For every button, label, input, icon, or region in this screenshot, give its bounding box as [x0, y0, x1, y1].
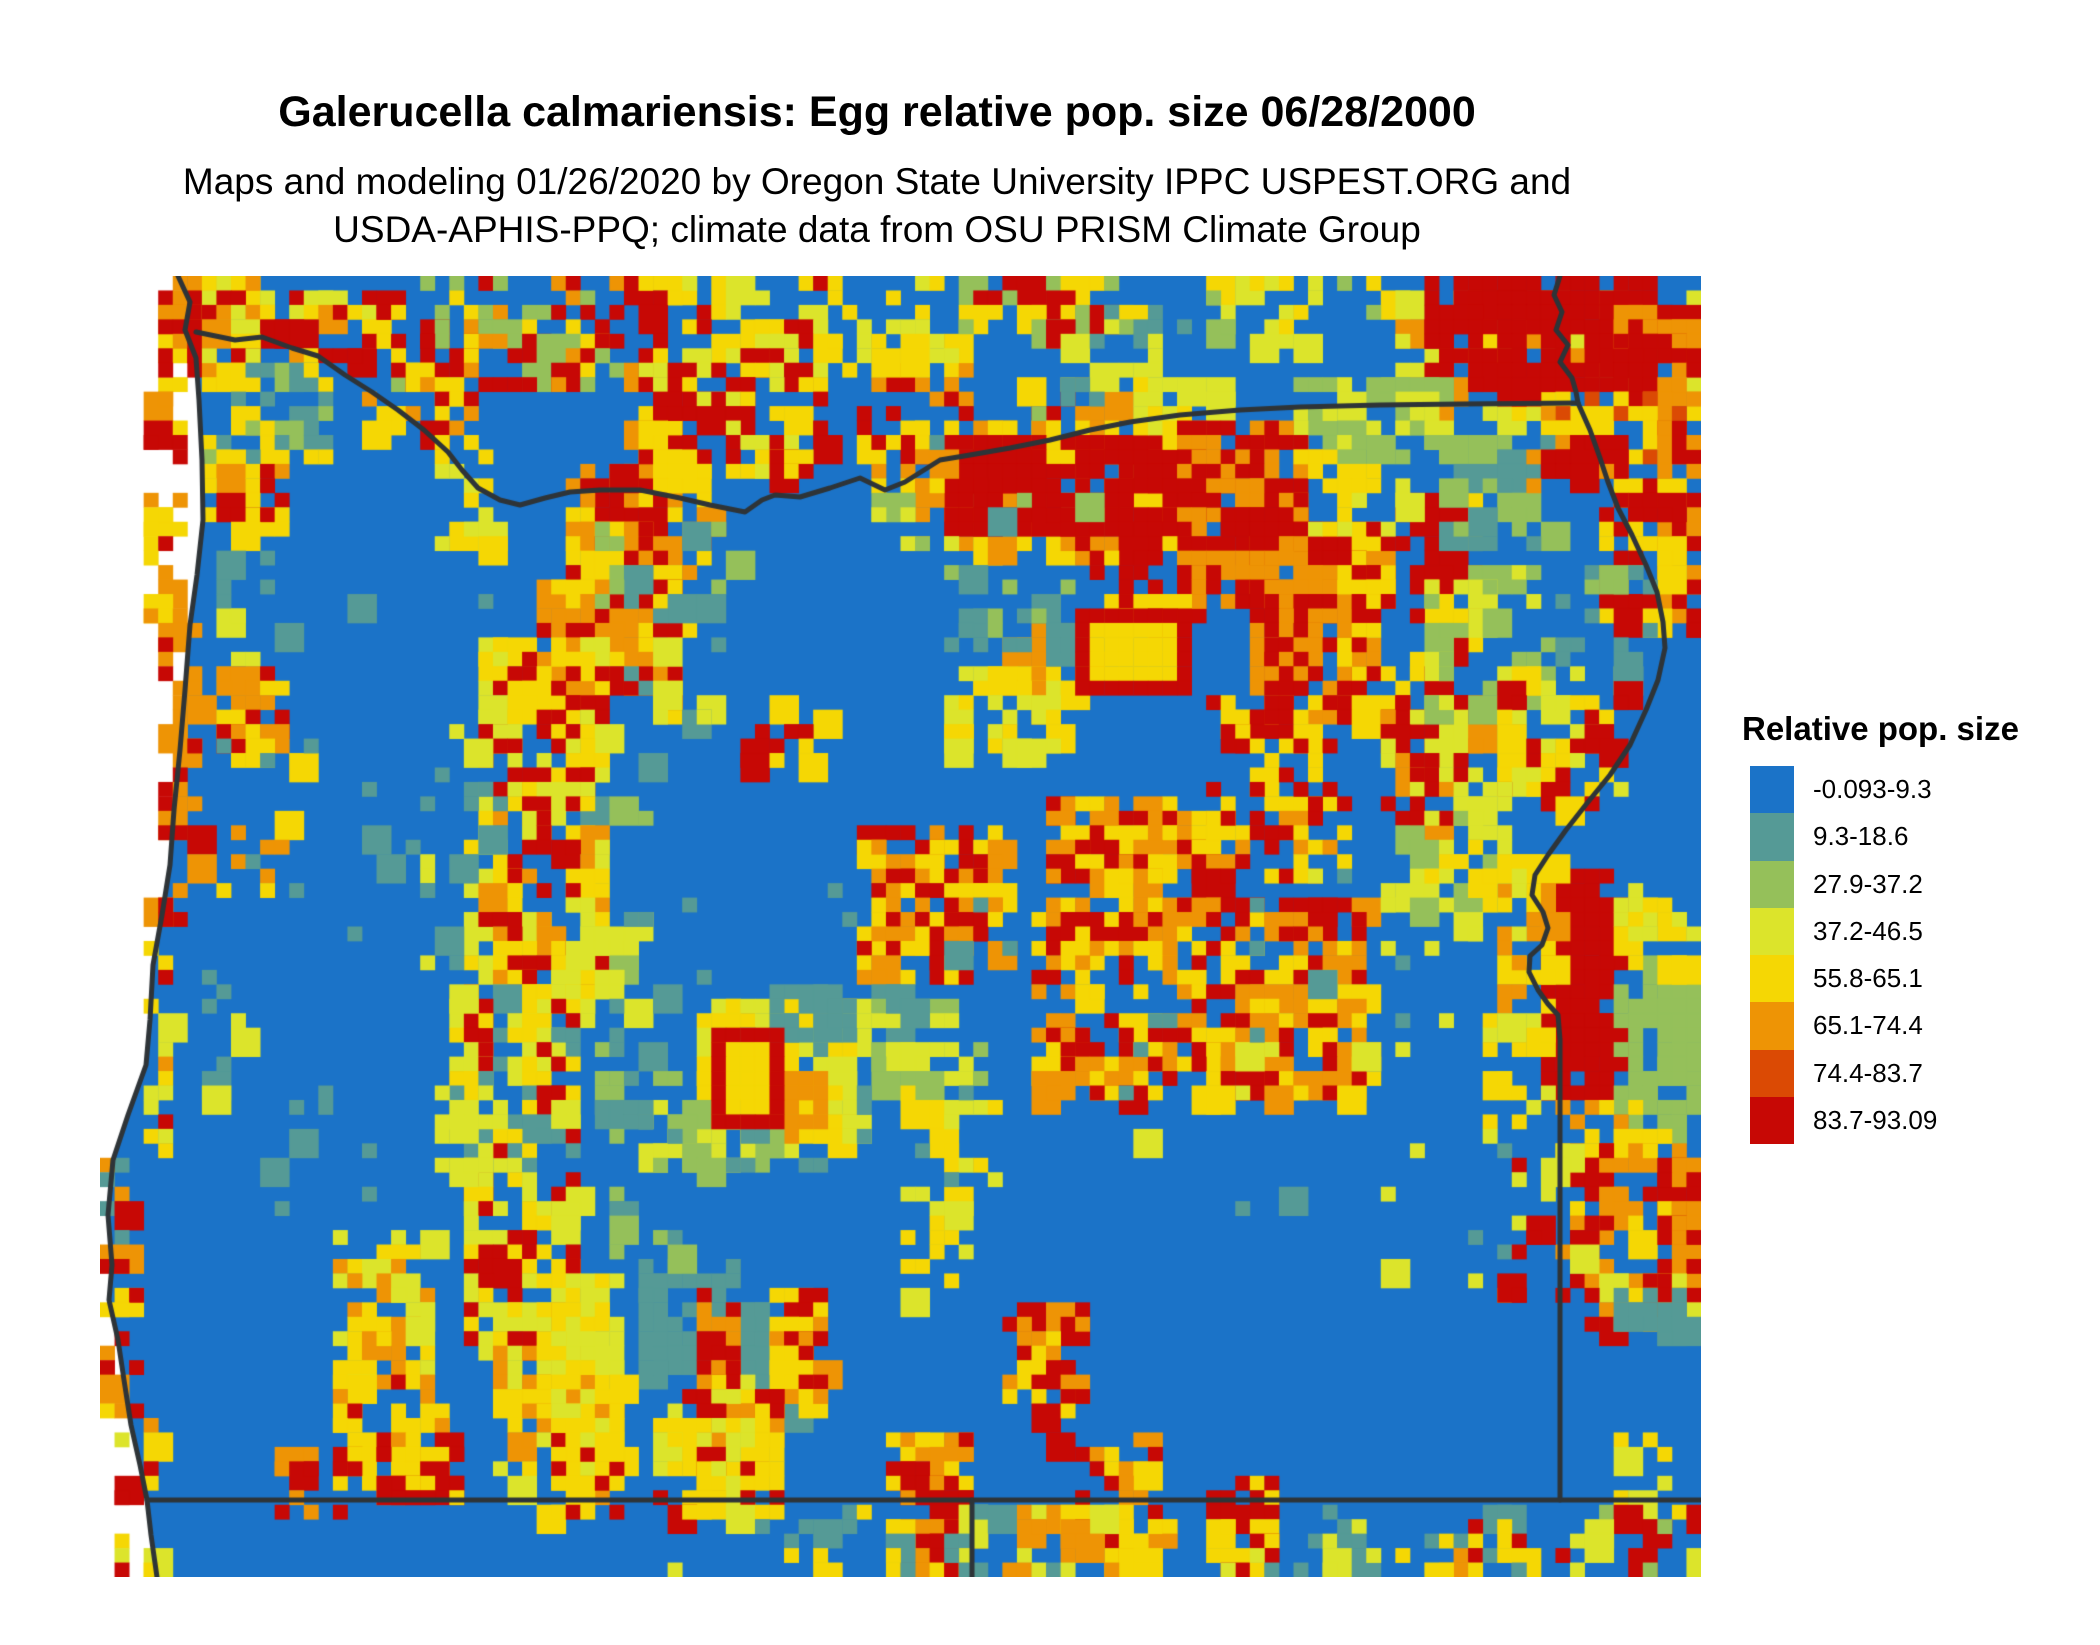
legend-entry: 74.4-83.7 [1750, 1049, 2092, 1097]
page-title: Galerucella calmariensis: Egg relative p… [278, 88, 1476, 136]
legend-swatch [1750, 955, 1794, 1003]
legend-entry: 55.8-65.1 [1750, 955, 2092, 1003]
legend-entry: -0.093-9.3 [1750, 766, 2092, 814]
legend-entry: 65.1-74.4 [1750, 1002, 2092, 1050]
legend-swatch [1750, 1096, 1794, 1144]
legend-swatch [1750, 1049, 1794, 1097]
subtitle-line-1: Maps and modeling 01/26/2020 by Oregon S… [182, 161, 1572, 202]
legend-entry: 27.9-37.2 [1750, 860, 2092, 908]
legend-swatch [1750, 1002, 1794, 1050]
legend-swatch [1750, 813, 1794, 861]
subtitle: Maps and modeling 01/26/2020 by Oregon S… [183, 158, 1571, 254]
legend-label: 83.7-93.09 [1813, 1104, 1938, 1135]
legend: Relative pop. size -0.093-9.3 9.3-18.6 27.… [1742, 710, 2092, 1144]
legend-entry: 9.3-18.6 [1750, 813, 2092, 861]
legend-title: Relative pop. size [1742, 710, 2019, 747]
legend-label: 55.8-65.1 [1813, 963, 1923, 994]
legend-label: -0.093-9.3 [1813, 774, 1932, 805]
legend-label: 37.2-46.5 [1813, 915, 1923, 946]
legend-entry: 37.2-46.5 [1750, 907, 2092, 955]
legend-entry: 83.7-93.09 [1750, 1096, 2092, 1144]
legend-label: 27.9-37.2 [1813, 868, 1923, 899]
legend-label: 74.4-83.7 [1813, 1057, 1923, 1088]
legend-swatch [1750, 860, 1794, 908]
legend-swatch [1750, 907, 1794, 955]
legend-label: 65.1-74.4 [1813, 1010, 1923, 1041]
legend-label: 9.3-18.6 [1813, 821, 1909, 852]
legend-swatch [1750, 766, 1794, 814]
subtitle-line-2: USDA-APHIS-PPQ; climate data from OSU PR… [333, 209, 1421, 250]
legend-entries: -0.093-9.3 9.3-18.6 27.9-37.2 37.2-46.5 55.8… [1750, 766, 2092, 1144]
map-canvas [100, 276, 1701, 1577]
